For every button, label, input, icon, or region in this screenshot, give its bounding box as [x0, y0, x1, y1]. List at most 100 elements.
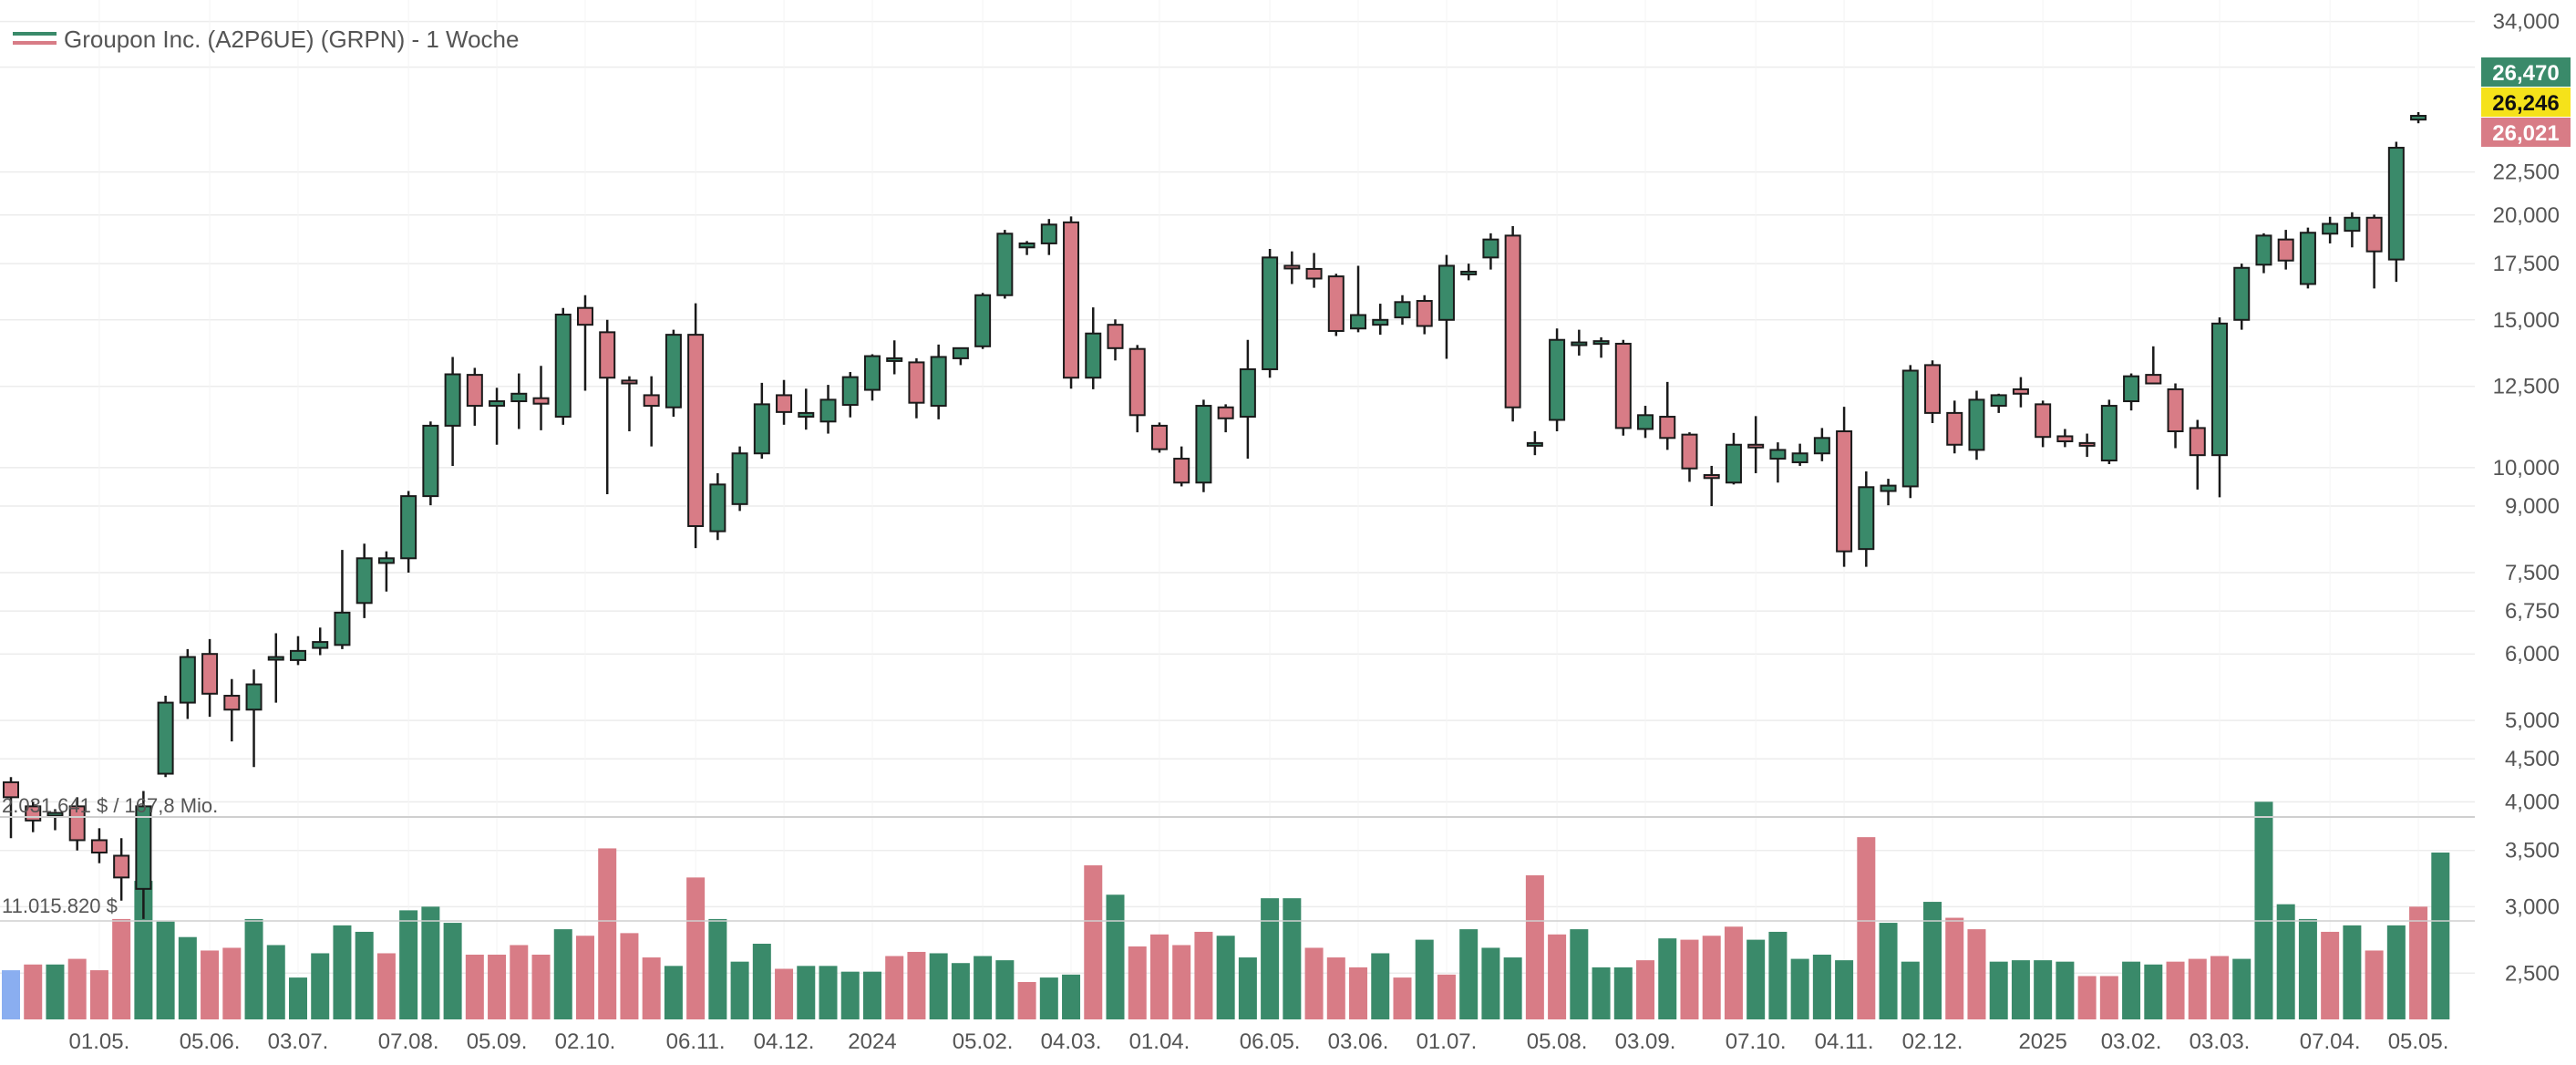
price-tick-label: 17,500 [2493, 252, 2560, 276]
candle-body [422, 424, 439, 498]
volume-bar [1393, 977, 1412, 1019]
candle-body [400, 495, 417, 560]
candle-body [1128, 347, 1146, 417]
volume-bar [288, 977, 307, 1019]
candle-body [2100, 405, 2117, 462]
last-price-badges: 26,470 26,246 26,021 [2481, 57, 2571, 147]
candle-body [2255, 234, 2272, 266]
volume-bar [664, 966, 683, 1019]
candle-body [908, 361, 925, 404]
volume-bar [1017, 981, 1036, 1019]
volume-bar [531, 954, 551, 1019]
volume-bar [24, 964, 43, 1019]
candle-body [68, 805, 86, 842]
candle-body [223, 695, 241, 711]
volume-bar [2343, 925, 2362, 1019]
volume-bar [2144, 964, 2163, 1019]
volume-bar [333, 925, 352, 1019]
candle-body [1018, 242, 1036, 249]
candle-body [1394, 301, 1411, 319]
candle-body [1262, 256, 1279, 370]
volume-bar [465, 954, 484, 1019]
legend[interactable]: Groupon Inc. (A2P6UE) (GRPN) - 1 Woche [13, 26, 519, 53]
candle-body [1769, 449, 1787, 460]
time-tick-label: 04.03. [1041, 1029, 1102, 1054]
volume-bar [1039, 977, 1058, 1019]
volume-bar [1216, 936, 1235, 1019]
time-tick-label: 03.06. [1328, 1029, 1389, 1054]
volume-bar [1459, 929, 1479, 1019]
badge-close-bg [2481, 88, 2571, 117]
candle-body [1040, 223, 1057, 244]
candle-body [2167, 388, 2184, 433]
candle-body [245, 683, 263, 711]
candle-body [1372, 318, 1389, 326]
candle-body [952, 346, 969, 359]
candle-body [1107, 324, 1124, 349]
price-tick-label: 22,500 [2493, 160, 2560, 185]
time-tick-label: 03.03. [2190, 1029, 2251, 1054]
volume-bar [1106, 894, 1125, 1019]
candle-body [1549, 338, 1566, 421]
volume-bar [1283, 898, 1302, 1019]
volume-bar [1128, 946, 1147, 1019]
candle-body [1747, 443, 1765, 449]
volume-bar [1592, 967, 1611, 1019]
volume-bar [1570, 929, 1589, 1019]
candle-body [1173, 458, 1190, 484]
candle-body [1880, 484, 1897, 492]
time-tick-label: 05.05. [2388, 1029, 2449, 1054]
time-axis: 01.05. 05.06. 03.07. 07.08. 05.09. 02.10. 06.1… [69, 1029, 2449, 1054]
volume-bar [311, 953, 330, 1019]
time-tick-label: 02.12. [1902, 1029, 1963, 1054]
time-tick-label: 05.02. [953, 1029, 1014, 1054]
volume-bar [1989, 961, 2008, 1019]
price-tick-label: 7,500 [2505, 561, 2560, 585]
candle-body [2365, 216, 2383, 253]
candle-body [554, 313, 572, 419]
candle-body [1813, 437, 1830, 455]
volume-bar [2431, 853, 2450, 1019]
price-tick-label: 5,000 [2505, 708, 2560, 733]
price-tick-label: 34,000 [2493, 10, 2560, 35]
candle-body [576, 306, 593, 326]
volume-bar [89, 970, 108, 1019]
volume-bar [885, 956, 904, 1019]
candle-body [1858, 486, 1875, 551]
volume-bar [1658, 938, 1677, 1019]
time-tick-label: 03.09. [1615, 1029, 1676, 1054]
candle-body [489, 400, 506, 408]
candle-body [2410, 115, 2427, 121]
price-tick-label: 12,500 [2493, 375, 2560, 399]
time-tick-label: 04.12. [754, 1029, 815, 1054]
volume-bar [1194, 931, 1213, 1019]
candle-body [1217, 406, 1234, 419]
candle-body [532, 397, 550, 405]
time-tick-label: 07.08. [378, 1029, 439, 1054]
volume-bar [575, 936, 594, 1019]
candle-body [1836, 430, 1853, 553]
volume-bar [1613, 967, 1633, 1019]
volume-bar [46, 964, 65, 1019]
volume-bar [1062, 974, 1081, 1019]
volume-bar [775, 968, 794, 1019]
time-tick-label: 07.04. [2300, 1029, 2361, 1054]
volume-bar [1967, 929, 1986, 1019]
volume-bar [156, 921, 175, 1019]
badge-low-label: 26,021 [2492, 121, 2559, 146]
candle-body [267, 656, 284, 661]
candle-body [1946, 411, 1963, 446]
candle-body [1416, 300, 1433, 327]
candle-body [312, 641, 329, 649]
time-tick-label: 05.06. [180, 1029, 241, 1054]
candle-body [179, 656, 196, 704]
volume-bar [2011, 960, 2030, 1019]
candle-body [753, 403, 770, 455]
volume-bar [2210, 956, 2229, 1019]
volume-bar [1149, 934, 1169, 1019]
volume-bar [951, 963, 970, 1019]
time-tick-label: 04.11. [1815, 1029, 1874, 1054]
volume-bar [1702, 936, 1721, 1019]
volume-bar [819, 966, 838, 1019]
